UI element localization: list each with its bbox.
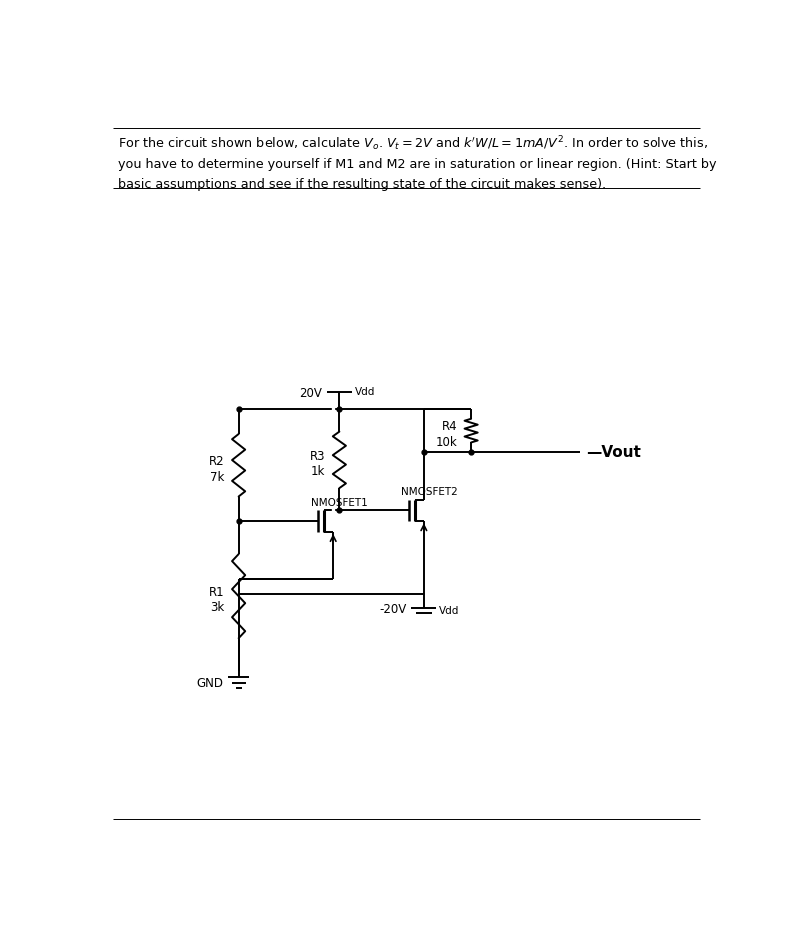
Text: you have to determine yourself if M1 and M2 are in saturation or linear region. : you have to determine yourself if M1 and… <box>118 157 717 170</box>
Text: R2: R2 <box>209 455 224 468</box>
Text: R3: R3 <box>310 449 325 462</box>
Text: NMOSFET2: NMOSFET2 <box>401 487 458 497</box>
Text: R1: R1 <box>209 585 224 598</box>
Text: basic assumptions and see if the resulting state of the circuit makes sense).: basic assumptions and see if the resulti… <box>118 178 607 191</box>
Text: 10k: 10k <box>435 435 458 448</box>
Text: Vdd: Vdd <box>355 387 375 397</box>
Text: R4: R4 <box>442 420 458 433</box>
Text: For the circuit shown below, calculate $V_o$. $V_t = 2V$ and $k' W/ L = 1mA /V^2: For the circuit shown below, calculate $… <box>118 135 708 154</box>
Text: 20V: 20V <box>300 387 322 400</box>
Text: NMOSFET1: NMOSFET1 <box>311 498 367 507</box>
Text: 7k: 7k <box>210 470 224 483</box>
Text: 1k: 1k <box>311 464 325 477</box>
Text: GND: GND <box>196 677 223 690</box>
Text: 3k: 3k <box>210 601 224 614</box>
Text: -20V: -20V <box>380 602 407 615</box>
Text: Vdd: Vdd <box>439 605 460 615</box>
Text: —Vout: —Vout <box>586 445 641 460</box>
